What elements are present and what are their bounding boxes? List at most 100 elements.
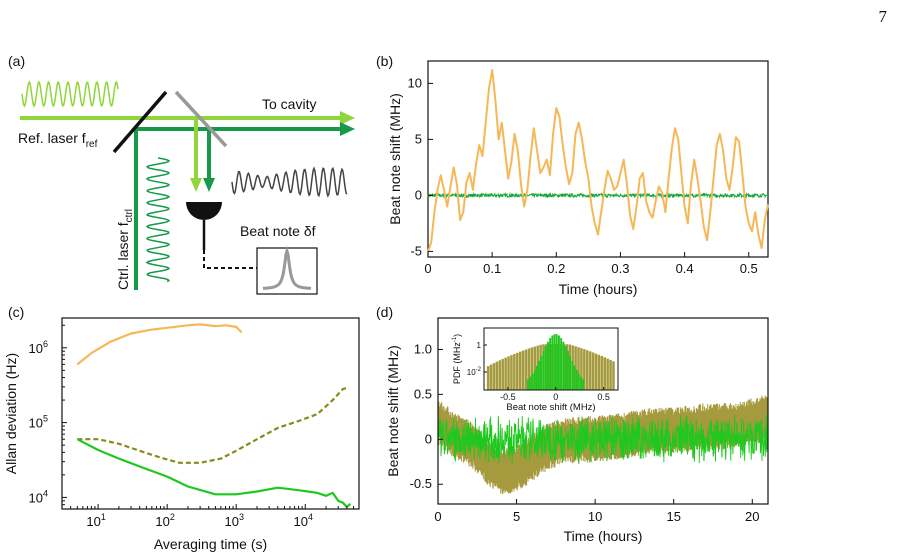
y-tick-label: -0.5: [410, 476, 432, 491]
inset-bar-ctrl: [577, 373, 580, 390]
inset-bar-ref: [527, 348, 531, 390]
inset-bar-ref: [501, 358, 504, 390]
inset-bar-ctrl: [562, 341, 565, 390]
axes-frame: [61, 317, 360, 510]
page-number: 7: [879, 7, 888, 26]
inset-bar-ctrl: [546, 341, 549, 390]
panel-c-label: (c): [8, 304, 24, 320]
inset-bar-ref: [594, 353, 598, 390]
inset-bar-ref: [597, 354, 601, 390]
y-tick-label: 0.5: [414, 386, 432, 401]
inset-bar-ref: [588, 351, 592, 390]
ctrl-laser-subscript: ctrl: [124, 209, 135, 222]
inset-bar-ref: [521, 350, 525, 390]
arrow-head: [190, 178, 202, 192]
inset-bar-ctrl: [557, 335, 560, 390]
inset-bar-ctrl: [529, 376, 532, 390]
y-tick-label: 104: [29, 488, 48, 505]
inset-bar-ref: [504, 357, 507, 390]
inset-bar-ctrl: [544, 346, 547, 390]
x-tick-label: 0.2: [547, 261, 565, 276]
x-tick-label: 0.3: [611, 261, 629, 276]
axes-frame: [437, 317, 769, 505]
inset-bar-ctrl: [575, 369, 578, 390]
inset-bar-ctrl: [564, 346, 567, 390]
series-line-2: [76, 438, 352, 508]
ctrl-laser-label: Ctrl. laser fctrl: [115, 209, 135, 290]
inset-bar-ctrl: [569, 355, 571, 390]
x-tick-exponent: 2: [170, 512, 175, 522]
x-axis-label: Time (hours): [559, 281, 638, 297]
inset-x-tick-label: 0: [553, 392, 558, 402]
inset-bar-ref: [486, 366, 490, 390]
y-tick-label: 106: [29, 339, 48, 356]
inset-y-tick-label: 1: [477, 341, 482, 350]
y-axis-label: Beat note shift (MHz): [387, 93, 403, 225]
y-tick-label: 0: [415, 187, 422, 202]
inset-bar-ref: [492, 363, 496, 390]
series-line-ctrl: [427, 191, 769, 199]
inset-bar-ref: [518, 351, 522, 390]
series-line-0: [76, 323, 243, 366]
inset-y-tick-label: 10-2: [467, 367, 482, 377]
inset-x-tick-label: 0.5: [597, 392, 610, 402]
x-tick-label: 0: [424, 261, 431, 276]
series-line-ref: [427, 69, 769, 252]
inset-bar-ctrl: [533, 369, 536, 390]
inset-bar-ctrl: [549, 338, 552, 390]
y-tick-exponent: 4: [43, 488, 48, 498]
inset-bar-ref: [516, 352, 519, 390]
x-tick-exponent: 3: [239, 512, 244, 522]
series-line-1: [77, 386, 348, 464]
y-tick-label: 0: [425, 431, 432, 446]
inset-bar-ctrl: [535, 365, 538, 390]
y-tick-exponent: 6: [43, 339, 48, 349]
y-tick-label: 1.0: [414, 341, 432, 356]
inset-bar-ref: [513, 353, 516, 390]
panel-d-label: (d): [376, 304, 393, 320]
inset-bar-ref: [577, 347, 580, 390]
axes-frame: [427, 60, 769, 258]
inset-bar-ref: [603, 357, 606, 390]
inset-bar-ctrl: [551, 335, 554, 390]
x-axis-label: Averaging time (s): [154, 536, 267, 552]
inset-bar-ctrl: [538, 360, 541, 390]
x-tick-label: 0: [434, 509, 441, 524]
y-tick-label: 105: [29, 414, 48, 431]
inset-x-tick-label: -0.5: [500, 392, 516, 402]
y-axis-label: Allan deviation (Hz): [3, 353, 19, 474]
x-tick-label: 101: [86, 512, 105, 529]
inset-y-label-exponent: -1: [452, 336, 458, 342]
x-tick-label: 0.1: [483, 261, 501, 276]
x-tick-exponent: 1: [101, 512, 106, 522]
sine-wave-icon: [231, 166, 348, 198]
inset-bar-ref: [583, 349, 586, 390]
x-tick-exponent: 4: [308, 512, 313, 522]
inset-bar-ctrl: [573, 365, 576, 390]
panel-a-schematic: (a) To cavity Ref. laser fref Ctrl. l: [8, 53, 355, 295]
inset-bar-ref: [574, 346, 577, 390]
x-tick-label: 20: [745, 509, 759, 524]
inset-bar-ref: [612, 361, 615, 390]
y-tick-label: 10: [408, 75, 422, 90]
inset-bar-ref: [606, 358, 609, 390]
inset-bar-ref: [609, 359, 612, 390]
inset-bar-ctrl: [582, 379, 585, 390]
sine-wave-icon: [145, 157, 171, 283]
inset-frame: [483, 327, 619, 391]
ctrl-laser-text: Ctrl. laser f: [115, 222, 131, 290]
sine-wave-icon: [21, 80, 119, 108]
x-tick-label: 0.5: [740, 261, 758, 276]
inset-bar-ctrl: [580, 376, 582, 390]
beat-note-label: Beat note δf: [240, 223, 316, 239]
ref-laser-label: Ref. laser fref: [18, 130, 98, 150]
inset-bar-ref: [591, 352, 595, 390]
inset-bar-ctrl: [555, 334, 558, 390]
inset-bar-ref: [524, 349, 528, 390]
inset-y-label-end: ): [452, 334, 462, 337]
inset-bar-ctrl: [527, 379, 529, 390]
panel-a-label: (a): [8, 53, 25, 69]
